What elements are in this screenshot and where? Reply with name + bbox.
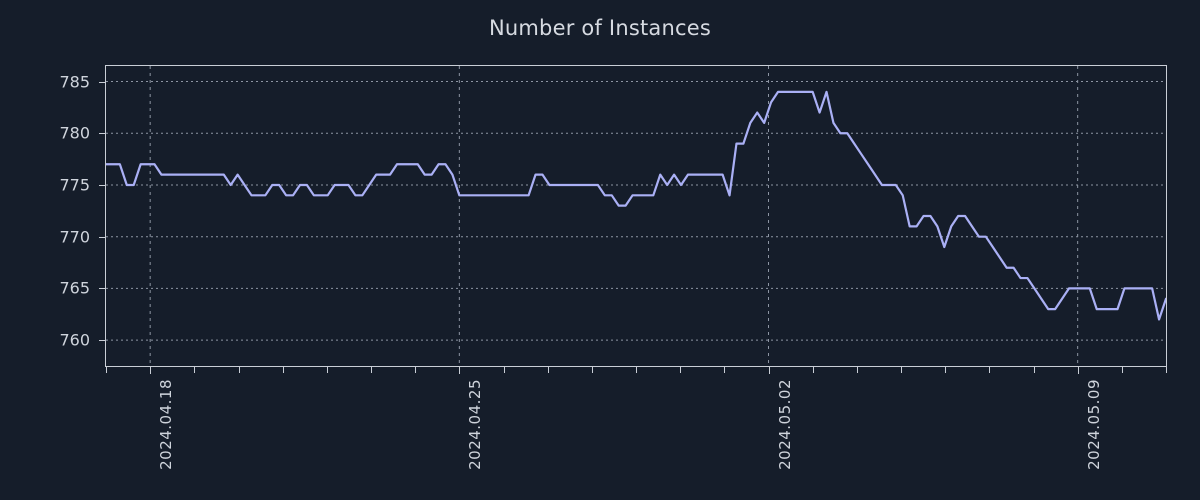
x-axis-minor-tick-mark — [1166, 367, 1167, 373]
x-axis-minor-tick-mark — [1033, 367, 1035, 373]
y-axis-tick-mark — [99, 340, 105, 342]
x-axis-minor-tick-mark — [636, 367, 637, 373]
gridlines — [106, 81, 1166, 341]
y-axis-tick-mark — [99, 184, 105, 186]
x-axis-minor-tick-mark — [415, 367, 417, 373]
x-axis-minor-tick-mark — [194, 367, 196, 373]
x-axis-major-tick-mark — [768, 367, 770, 374]
x-axis-minor-tick-mark — [680, 367, 682, 373]
y-axis-tick-mark — [99, 133, 105, 135]
x-axis-minor-tick-mark — [238, 367, 240, 373]
y-axis-tick-label: 770 — [59, 227, 90, 247]
x-axis-tick-label: 2024.05.09 — [1084, 379, 1103, 470]
y-axis-tick-label: 785 — [59, 72, 90, 92]
chart-canvas — [106, 66, 1166, 366]
x-axis-tick-label: 2024.05.02 — [775, 379, 794, 470]
y-axis-tick-label: 780 — [59, 123, 90, 143]
x-axis-minor-tick-mark — [724, 367, 726, 373]
x-axis-minor-tick-mark — [371, 367, 372, 373]
x-axis-major-tick-mark — [459, 367, 461, 374]
x-axis-minor-tick-mark — [945, 367, 947, 373]
x-axis-minor-tick-mark — [591, 367, 593, 373]
y-axis-tick-mark — [99, 236, 105, 238]
x-axis-tick-label: 2024.04.18 — [157, 379, 176, 470]
x-axis-minor-tick-mark — [503, 367, 505, 373]
x-axis-minor-tick-mark — [901, 367, 902, 373]
x-axis-minor-tick-mark — [1121, 367, 1123, 373]
y-axis-tick-label: 760 — [59, 330, 90, 350]
x-axis-minor-tick-mark — [989, 367, 991, 373]
x-axis-minor-tick-mark — [282, 367, 284, 373]
plot-area — [105, 65, 1167, 367]
y-axis-tick-mark — [99, 288, 105, 290]
x-axis-minor-tick-mark — [547, 367, 549, 373]
y-axis-tick-label: 775 — [59, 175, 90, 195]
vertical-gridlines — [149, 66, 1079, 366]
y-axis-tick-label: 765 — [59, 278, 90, 298]
chart-title: Number of Instances — [488, 16, 711, 40]
x-axis-major-tick-mark — [150, 367, 152, 374]
x-axis-major-tick-mark — [1077, 367, 1079, 374]
x-axis-minor-tick-mark — [106, 367, 107, 373]
data-series-line — [106, 90, 1166, 321]
x-axis-minor-tick-mark — [812, 367, 814, 373]
x-axis-minor-tick-mark — [326, 367, 328, 373]
x-axis-minor-tick-mark — [856, 367, 858, 373]
x-axis-tick-label: 2024.04.25 — [466, 379, 485, 470]
y-axis-tick-mark — [99, 81, 105, 83]
